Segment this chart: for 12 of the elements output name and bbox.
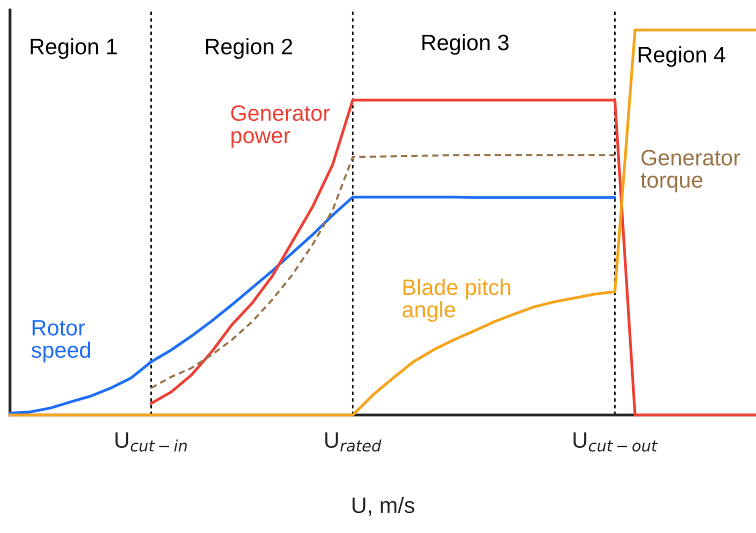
x-axis-title: U, m/s [352,496,414,516]
annotation: Region 4 [638,46,726,67]
series-label: Rotor speed [32,320,90,362]
annotation: Region 2 [206,38,292,59]
series-label: Generator power [231,105,330,148]
series-label: Generator torque [640,150,740,192]
annotation: Region 3 [422,34,509,55]
series-label: Blade pitch angle [402,278,510,322]
x-tick-label: U$_{cut−in}$ [116,432,187,452]
x-tick-label: U$_{rated}$ [325,432,382,452]
x-tick-label: U$_{cut−out}$ [574,432,658,452]
annotation: Region 1 [30,38,117,59]
